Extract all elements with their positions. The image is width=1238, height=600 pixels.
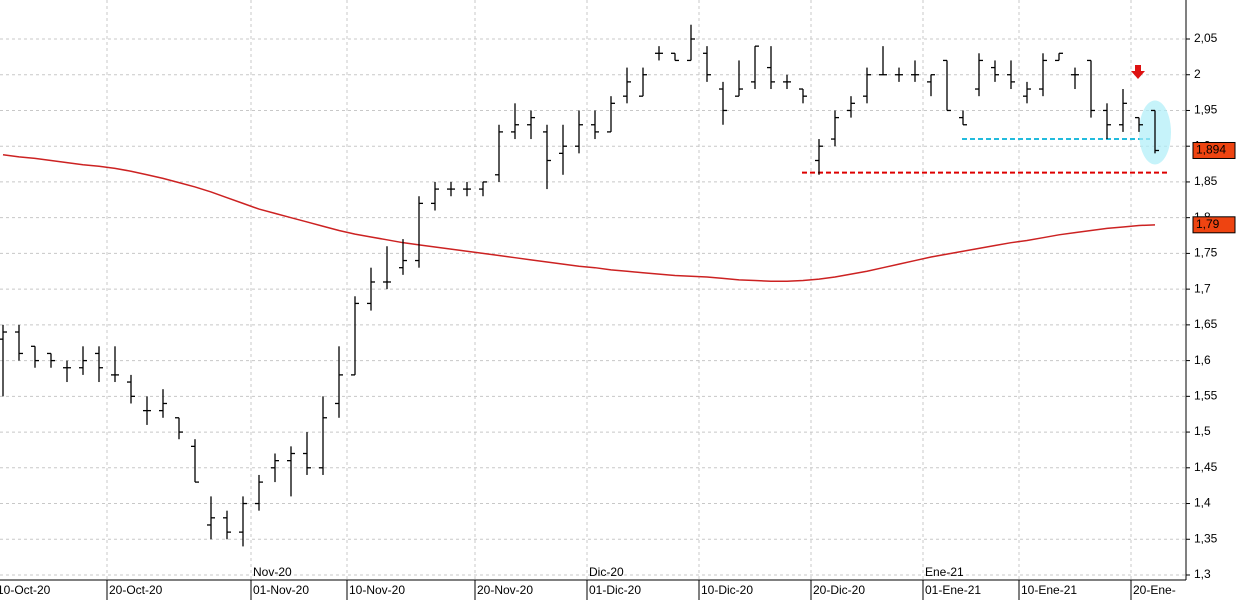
y-tick-label: 2,05 (1194, 31, 1218, 45)
x-tick-label: 20-Dic-20 (813, 583, 865, 597)
y-tick-label: 1,85 (1194, 174, 1218, 188)
month-label: Ene-21 (925, 565, 964, 579)
x-tick-label: 01-Nov-20 (253, 583, 309, 597)
y-tick-label: 1,55 (1194, 389, 1218, 403)
x-tick-label: 10-Dic-20 (701, 583, 753, 597)
x-tick-label: 20-Ene- (1133, 583, 1176, 597)
x-tick-label: 10-Nov-20 (349, 583, 405, 597)
y-tick-label: 1,75 (1194, 246, 1218, 260)
x-tick-label: 01-Dic-20 (589, 583, 641, 597)
y-tick-label: 2 (1194, 67, 1201, 81)
y-tick-label: 1,95 (1194, 103, 1218, 117)
price-tag-label: 1,894 (1196, 143, 1226, 157)
x-tick-label: 20-Nov-20 (477, 583, 533, 597)
month-label: Dic-20 (589, 565, 624, 579)
y-tick-label: 1,5 (1194, 424, 1211, 438)
y-tick-label: 1,7 (1194, 281, 1211, 295)
x-tick-label: 10-Ene-21 (1021, 583, 1077, 597)
price-tag (1192, 216, 1236, 234)
y-tick-label: 1,4 (1194, 496, 1211, 510)
month-label: Nov-20 (253, 565, 292, 579)
arrow (1131, 65, 1145, 79)
y-tick-label: 1,3 (1194, 567, 1211, 581)
price-tag (1192, 141, 1236, 159)
y-tick-label: 1,65 (1194, 317, 1218, 331)
y-tick-label: 1,35 (1194, 531, 1218, 545)
y-tick-label: 1,6 (1194, 353, 1211, 367)
x-tick-label: 01-Ene-21 (925, 583, 981, 597)
price-tag-label: 1,79 (1196, 217, 1220, 231)
x-tick-label: 10-Oct-20 (0, 583, 51, 597)
moving-average (2, 154, 1156, 283)
x-tick-label: 20-Oct-20 (109, 583, 163, 597)
y-tick-label: 1,45 (1194, 460, 1218, 474)
